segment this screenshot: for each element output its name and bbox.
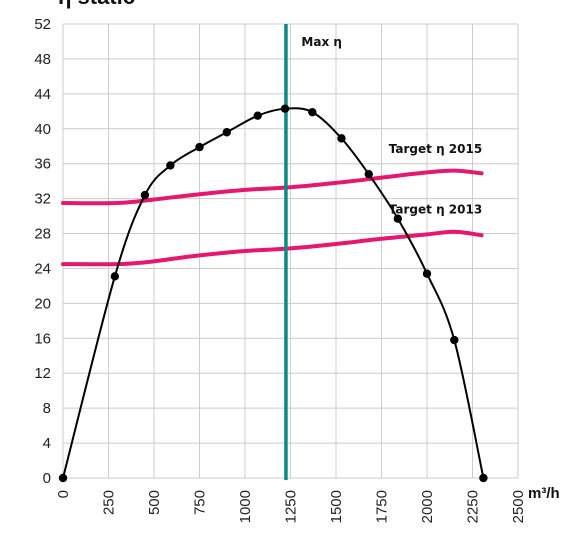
y-tick-label: 0 xyxy=(43,470,51,487)
target-line-2013 xyxy=(61,229,484,267)
annotation-label: Target η 2015 xyxy=(389,142,482,156)
chart-title: η static xyxy=(58,0,135,9)
y-tick-label: 12 xyxy=(34,365,51,382)
x-tick-label: 1750 xyxy=(374,490,391,523)
target-line-2015 xyxy=(61,168,484,206)
data-point xyxy=(422,269,432,278)
y-tick-label: 20 xyxy=(34,295,51,312)
data-point xyxy=(110,272,120,281)
grid xyxy=(62,23,519,479)
y-tick-label: 24 xyxy=(34,260,51,277)
data-point xyxy=(450,335,459,345)
data-point xyxy=(253,111,262,120)
series-layer xyxy=(58,24,488,483)
data-point xyxy=(58,473,68,483)
x-tick-label: 750 xyxy=(192,490,209,515)
annotation-label: Target η 2013 xyxy=(389,202,482,216)
x-tick-label: 2000 xyxy=(419,490,436,523)
x-tick-label: 1250 xyxy=(283,490,300,523)
y-tick-label: 48 xyxy=(34,51,51,68)
labels-layer: Target η 2015 Target η 2013 Max η xyxy=(301,35,482,217)
y-tick-label: 44 xyxy=(34,86,51,103)
x-tick-label: 0 xyxy=(55,490,72,498)
x-tick-label: 500 xyxy=(146,490,163,515)
y-tick-label: 16 xyxy=(34,330,51,347)
data-point xyxy=(308,107,317,117)
data-point xyxy=(166,161,175,170)
y-tick-label: 32 xyxy=(34,191,51,208)
x-unit-label: m³/h xyxy=(528,485,560,502)
data-point xyxy=(195,142,204,152)
y-tick-label: 40 xyxy=(34,121,51,138)
annotation-label: Max η xyxy=(301,35,342,49)
x-tick-label: 2250 xyxy=(465,490,482,523)
data-point xyxy=(280,104,290,113)
data-point xyxy=(479,473,488,483)
y-tick-label: 52 xyxy=(34,16,51,33)
x-tick-label: 1000 xyxy=(237,490,254,523)
x-tick-label: 1500 xyxy=(328,490,345,523)
data-point xyxy=(337,134,346,143)
y-tick-label: 4 xyxy=(43,435,51,452)
data-point xyxy=(364,169,373,179)
y-tick-label: 36 xyxy=(34,156,51,173)
data-point xyxy=(222,128,231,137)
data-point xyxy=(140,190,150,200)
y-tick-label: 8 xyxy=(43,400,51,417)
x-tick-label: 2500 xyxy=(510,490,527,523)
x-tick-label: 250 xyxy=(101,490,118,515)
data-point xyxy=(393,214,403,223)
y-tick-label: 28 xyxy=(34,226,51,243)
